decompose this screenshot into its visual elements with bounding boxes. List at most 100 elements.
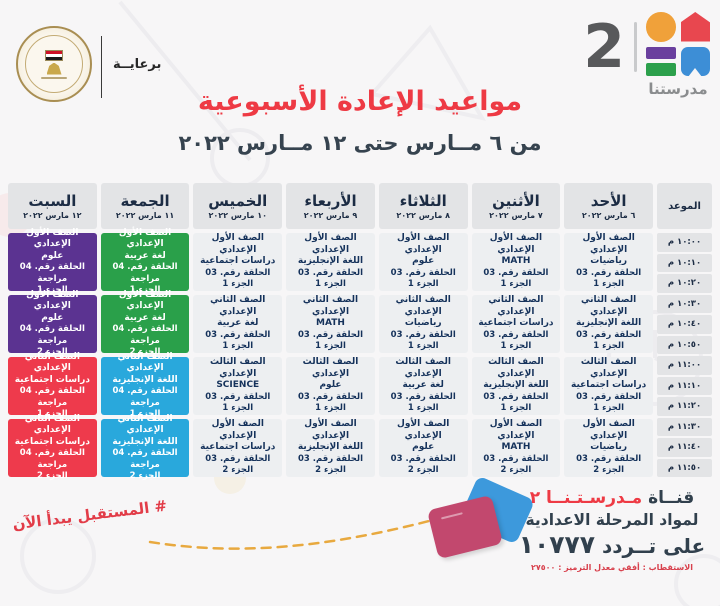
- cell-grade: الصف الأول الإعدادي: [304, 419, 357, 441]
- schedule-cell: الصف الثاني الإعدادي اللغة الإنجليزية ال…: [564, 295, 653, 353]
- day-name: الجمعة: [120, 191, 170, 210]
- cell-part: الجزء 2: [407, 465, 439, 476]
- logo-shapes: [646, 12, 710, 76]
- day-date: ١١ مارس ٢٠٢٢: [115, 210, 175, 220]
- schedule-cell: الصف الثاني الإعدادي رياضيات الحلقة رقم.…: [378, 295, 468, 353]
- cell-part: الجزء 1: [222, 341, 254, 352]
- eagle-icon: [46, 62, 62, 75]
- cell-subject: لغة عربية: [124, 312, 166, 323]
- schedule-cell: الصف الأول الإعدادي علوم الحلقة رقم. 03 …: [378, 419, 468, 477]
- footer-channel-name: مـدرسـتـنــا ٢: [529, 488, 643, 508]
- cell-part: الجزء 1: [222, 403, 254, 414]
- cell-subject: علوم: [41, 250, 64, 261]
- schedule-cell: الصف الأول الإعدادي لغة عربية الحلقة رقم…: [100, 228, 190, 295]
- schedule-cell: الصف الثاني الإعدادي دراسات اجتماعية الح…: [7, 414, 97, 481]
- day-date: ١٠ مارس ٢٠٢٢: [208, 210, 267, 220]
- cell-episode: الحلقة رقم. 04 مراجعة: [19, 448, 85, 470]
- day-date: ٧ مارس ٢٠٢٢: [489, 210, 543, 220]
- schedule-cell: الصف الثالث الإعدادي علوم الحلقة رقم. 03…: [286, 357, 375, 415]
- bookmark-shape-icon: [680, 46, 710, 76]
- day-cells: الصف الأول الإعدادي دراسات اجتماعية الحل…: [193, 233, 283, 477]
- cell-subject: SCIENCE: [216, 380, 260, 391]
- cell-subject: اللغة الإنجليزية: [483, 380, 549, 391]
- cell-grade: الصف الثالث الإعدادي: [302, 357, 359, 379]
- day-header: الأثنين ٧ مارس ٢٠٢٢: [471, 183, 561, 229]
- cell-part: الجزء 2: [36, 471, 68, 481]
- footer-channel-info: قنــاة مـدرسـتـنــا ٢ لمواد المرحلة الاع…: [516, 488, 708, 572]
- cell-episode: الحلقة رقم. 04 مراجعة: [19, 386, 85, 408]
- cell-part: الجزء 1: [407, 341, 439, 352]
- cell-grade: الصف الثاني الإعدادي: [24, 351, 80, 374]
- time-slot: ١٠:٢٠ م: [657, 274, 712, 293]
- dashed-line: [148, 514, 450, 550]
- cell-episode: الحلقة رقم. 03: [390, 453, 456, 464]
- circle-shape-icon: [646, 12, 676, 42]
- cell-grade: الصف الأول الإعدادي: [489, 419, 543, 441]
- time-slot: ١٠:٣٠ م: [657, 294, 712, 313]
- cell-grade: الصف الثاني الإعدادي: [395, 295, 451, 317]
- cell-grade: الصف الأول الإعدادي: [397, 233, 450, 255]
- cell-part: الجزء 2: [129, 471, 161, 481]
- cell-episode: الحلقة رقم. 03: [390, 391, 456, 402]
- day-header: الخميس ١٠ مارس ٢٠٢٢: [193, 183, 283, 229]
- day-name: الخميس: [208, 191, 268, 210]
- cell-episode: الحلقة رقم. 03: [576, 391, 642, 402]
- schedule-cell: الصف الأول الإعدادي علوم الحلقة رقم. 03 …: [378, 233, 468, 291]
- cell-subject: اللغة الإنجليزية: [297, 256, 364, 267]
- schedule-cell: الصف الأول الإعدادي رياضيات الحلقة رقم. …: [564, 419, 653, 477]
- time-slot: ١٠:٠٠ م: [657, 233, 712, 252]
- cell-subject: دراسات اجتماعية: [571, 380, 647, 391]
- cell-episode: الحلقة رقم. 03: [297, 453, 364, 464]
- cell-episode: الحلقة رقم. 04 مراجعة: [19, 262, 85, 284]
- footer-channel-line: قنــاة مـدرسـتـنــا ٢: [516, 488, 708, 508]
- cell-episode: الحلقة رقم. 04 مراجعة: [112, 386, 178, 408]
- cell-subject: لغة عربية: [402, 380, 444, 391]
- time-slot: ١٠:١٠ م: [657, 253, 712, 272]
- schedule-cell: الصف الأول الإعدادي MATH الحلقة رقم. 03 …: [471, 233, 561, 291]
- time-slot: ١١:٤٠ م: [657, 438, 712, 457]
- cell-episode: الحلقة رقم. 04 مراجعة: [112, 324, 178, 346]
- cell-subject: رياضيات: [590, 442, 628, 453]
- schedule-cell: الصف الأول الإعدادي رياضيات الحلقة رقم. …: [564, 233, 653, 291]
- cell-episode: الحلقة رقم. 03: [483, 391, 549, 402]
- cell-episode: الحلقة رقم. 03: [576, 453, 642, 464]
- cell-subject: لغة عربية: [217, 318, 259, 329]
- time-column: الموعد ١٠:٠٠ م ١٠:١٠ م ١٠:٢٠ م ١٠:٣٠ م ١٠:٤٠…: [657, 183, 712, 477]
- cell-episode: الحلقة رقم. 04 مراجعة: [112, 448, 178, 470]
- schedule-cell: الصف الأول الإعدادي MATH الحلقة رقم. 03 …: [471, 419, 561, 477]
- cell-subject: علوم: [412, 256, 435, 267]
- cell-episode: الحلقة رقم. 03: [205, 453, 271, 464]
- cell-episode: الحلقة رقم. 03: [576, 329, 642, 340]
- day-name: الثلاثاء: [399, 191, 447, 210]
- cell-subject: علوم: [412, 442, 435, 453]
- schedule-cell: الصف الثالث الإعدادي SCIENCE الحلقة رقم.…: [193, 357, 283, 415]
- schedule-cell: الصف الأول الإعدادي اللغة الإنجليزية الح…: [286, 419, 375, 477]
- day-column: الخميس ١٠ مارس ٢٠٢٢ الصف الأول الإعدادي …: [193, 183, 283, 477]
- day-header: السبت ١٢ مارس ٢٠٢٢: [7, 183, 97, 229]
- day-name: الأحد: [590, 191, 627, 210]
- cell-grade: الصف الأول الإعدادي: [118, 289, 172, 312]
- egypt-flag-icon: [45, 49, 63, 61]
- ministry-emblem: [25, 35, 83, 93]
- day-header: الأحد ٦ مارس ٢٠٢٢: [564, 183, 653, 229]
- cell-subject: MATH: [316, 318, 345, 329]
- cell-grade: الصف الثاني الإعدادي: [24, 413, 80, 436]
- frequency-label: على تــردد: [602, 534, 706, 558]
- day-column: السبت ١٢ مارس ٢٠٢٢ الصف الأول الإعدادي ع…: [7, 183, 97, 481]
- day-cells: الصف الأول الإعدادي MATH الحلقة رقم. 03 …: [471, 233, 561, 477]
- cell-grade: الصف الثاني الإعدادي: [210, 295, 266, 317]
- cell-episode: الحلقة رقم. 03: [483, 453, 549, 464]
- cell-episode: الحلقة رقم. 03: [297, 329, 364, 340]
- schedule-cell: الصف الثاني الإعدادي MATH الحلقة رقم. 03…: [286, 295, 375, 353]
- cell-episode: الحلقة رقم. 03: [205, 329, 271, 340]
- cell-part: الجزء 2: [500, 465, 532, 476]
- schedule-cell: الصف الثاني الإعدادي دراسات اجتماعية الح…: [7, 352, 97, 419]
- day-header: الثلاثاء ٨ مارس ٢٠٢٢: [378, 183, 468, 229]
- cell-subject: لغة عربية: [124, 250, 166, 261]
- cell-subject: MATH: [501, 442, 531, 453]
- cell-subject: اللغة الإنجليزية: [112, 436, 178, 447]
- cell-grade: الصف الثاني الإعدادي: [581, 295, 637, 317]
- cell-part: الجزء 1: [36, 409, 68, 419]
- cell-grade: الصف الأول الإعدادي: [26, 227, 79, 250]
- cell-subject: دراسات اجتماعية: [478, 318, 554, 329]
